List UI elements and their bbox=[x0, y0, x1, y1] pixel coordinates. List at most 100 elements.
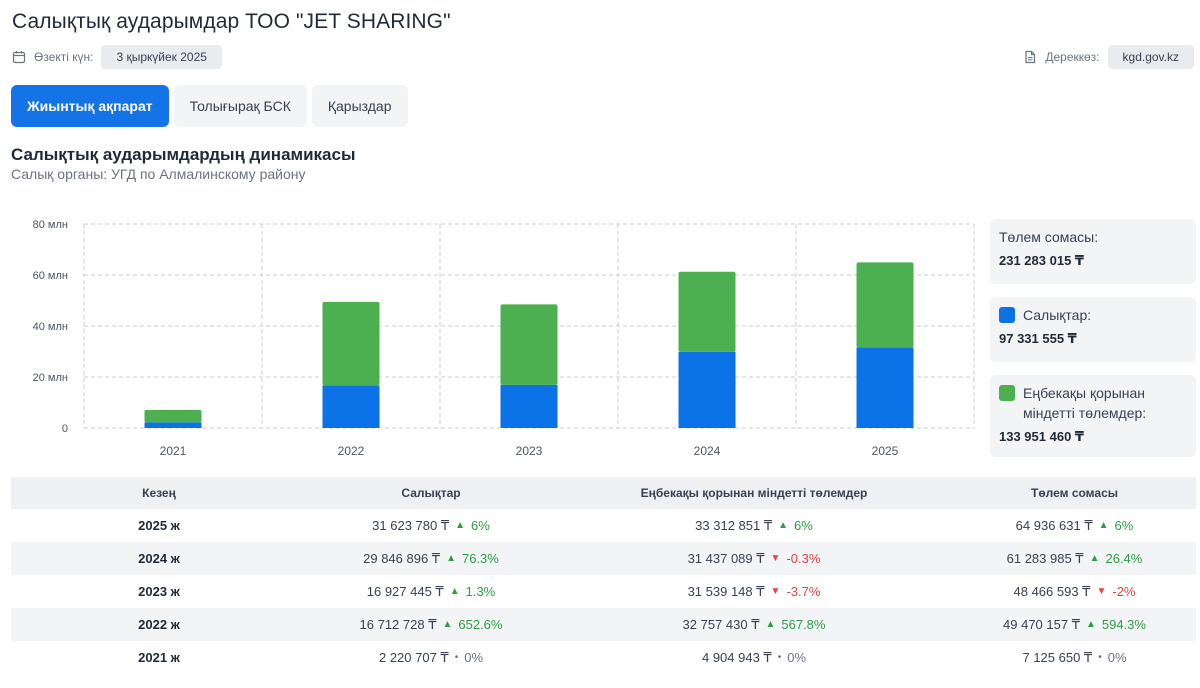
document-icon bbox=[1025, 50, 1036, 64]
cell-taxes: 29 846 896 ₸ ▲ 76.3% bbox=[307, 542, 555, 575]
y-tick-label: 20 млн bbox=[33, 372, 68, 384]
bar-taxes bbox=[144, 422, 202, 428]
cell-change: 76.3% bbox=[461, 551, 499, 566]
cell-change: 567.8% bbox=[781, 617, 826, 632]
stacked-bar-chart: 0 20 млн 40 млн 60 млн 80 млн 2021 2022 2023 202… bbox=[33, 219, 975, 458]
cell-period: 2025 ж bbox=[138, 518, 180, 533]
page-title: Салықтық аударымдар ТОО "JET SHARING" bbox=[12, 10, 451, 33]
x-tick-label: 2023 bbox=[516, 444, 543, 458]
cell-change: 0% bbox=[1107, 650, 1127, 665]
cell-change: 1.3% bbox=[465, 584, 496, 599]
section-title: Салықтық аударымдардың динамикасы bbox=[11, 145, 356, 164]
cell-change: 0% bbox=[464, 650, 484, 665]
cell-total: 64 936 631 ₸ ▲ 6% bbox=[953, 509, 1196, 542]
legend-total-label: Төлем сомасы: bbox=[999, 229, 1099, 245]
bar-payroll bbox=[144, 409, 202, 423]
taxes-swatch bbox=[999, 307, 1015, 323]
dot-icon: • bbox=[454, 652, 459, 663]
arrow-up-icon: ▲ bbox=[1085, 619, 1096, 630]
col-period: Кезең bbox=[11, 477, 307, 509]
arrow-up-icon: ▲ bbox=[446, 553, 456, 564]
source-label: Дереккөз: bbox=[1045, 50, 1100, 64]
cell-change: 652.6% bbox=[458, 617, 503, 632]
cell-taxes: 16 712 728 ₸ ▲ 652.6% bbox=[307, 608, 555, 641]
legend-total-value: 231 283 015 ₸ bbox=[999, 253, 1084, 268]
cell-change: 6% bbox=[794, 518, 813, 533]
bar-payroll bbox=[678, 271, 736, 352]
cell-payroll: 33 312 851 ₸ ▲ 6% bbox=[555, 509, 953, 542]
cell-change: 0% bbox=[787, 650, 807, 665]
section-subtitle: Салық органы: УГД по Алмалинскому району bbox=[11, 166, 306, 182]
legend-taxes: Салықтар: 97 331 555 ₸ bbox=[990, 297, 1196, 362]
tab-debts[interactable]: Қарыздар bbox=[311, 85, 408, 127]
bar-payroll bbox=[500, 304, 558, 385]
cell-taxes: 16 927 445 ₸ ▲ 1.3% bbox=[307, 575, 555, 608]
arrow-up-icon: ▲ bbox=[1098, 520, 1109, 531]
x-tick-label: 2025 bbox=[872, 444, 899, 458]
arrow-up-icon: ▲ bbox=[442, 619, 453, 630]
col-taxes: Салықтар bbox=[307, 477, 555, 509]
table-row: 2022 ж 16 712 728 ₸ ▲ 652.6% 32 757 430 ₸ ▲ 56… bbox=[11, 608, 1196, 641]
cell-total: 61 283 985 ₸ ▲ 26.4% bbox=[953, 542, 1196, 575]
legend-payroll: Еңбекақы қорынан міндетті төлемдер: 133 … bbox=[990, 375, 1196, 457]
y-tick-label: 0 bbox=[62, 423, 68, 435]
y-tick-label: 60 млн bbox=[33, 270, 68, 282]
cell-change: -0.3% bbox=[786, 551, 821, 566]
cell-period: 2022 ж bbox=[11, 608, 307, 641]
legend-taxes-label: Салықтар: bbox=[1023, 307, 1092, 323]
cell-payroll: 31 437 089 ₸ ▼ -0.3% bbox=[555, 542, 953, 575]
date-label: Өзекті күн: bbox=[34, 50, 94, 64]
tab-details[interactable]: Толығырақ БСК bbox=[173, 85, 307, 127]
date-row: Өзекті күн: 3 қыркүйек 2025 bbox=[12, 44, 222, 70]
bar-taxes bbox=[856, 347, 914, 428]
legend-payroll-value: 133 951 460 ₸ bbox=[999, 429, 1084, 444]
tax-chart: 0 20 млн 40 млн 60 млн 80 млн 2021 2022 2023 202… bbox=[0, 210, 990, 465]
cell-value: 31 623 780 ₸ bbox=[372, 517, 450, 533]
cell-value: 48 466 593 ₸ bbox=[1013, 583, 1091, 599]
cell-value: 16 712 728 ₸ bbox=[359, 616, 437, 632]
arrow-down-icon: ▼ bbox=[770, 586, 781, 597]
cell-value: 31 539 148 ₸ bbox=[687, 583, 765, 599]
x-tick-label: 2021 bbox=[160, 444, 187, 458]
table-row: 2025 ж 31 623 780 ₸ ▲ 6% 33 312 851 ₸ ▲ 6% 64 9… bbox=[11, 509, 1196, 542]
bar-payroll bbox=[322, 301, 380, 386]
cell-change: 26.4% bbox=[1105, 551, 1143, 566]
cell-change: 6% bbox=[471, 518, 490, 533]
arrow-up-icon: ▲ bbox=[1089, 553, 1100, 564]
calendar-icon bbox=[12, 51, 26, 64]
date-chip: 3 қыркүйек 2025 bbox=[101, 45, 222, 69]
bar-taxes bbox=[678, 351, 736, 428]
arrow-down-icon: ▼ bbox=[770, 553, 781, 564]
arrow-up-icon: ▲ bbox=[778, 520, 789, 531]
cell-value: 33 312 851 ₸ bbox=[695, 517, 773, 533]
arrow-up-icon: ▲ bbox=[455, 520, 466, 531]
cell-value: 2 220 707 ₸ bbox=[378, 649, 449, 665]
cell-value: 61 283 985 ₸ bbox=[1006, 550, 1084, 566]
cell-total: 7 125 650 ₸ • 0% bbox=[953, 641, 1196, 674]
tab-summary[interactable]: Жиынтық ақпарат bbox=[11, 85, 169, 127]
payroll-swatch bbox=[999, 385, 1015, 401]
y-tick-label: 80 млн bbox=[33, 219, 68, 231]
cell-change: -3.7% bbox=[786, 584, 821, 599]
source-chip[interactable]: kgd.gov.kz bbox=[1107, 45, 1194, 69]
cell-value: 31 437 089 ₸ bbox=[687, 550, 765, 566]
x-tick-label: 2024 bbox=[694, 444, 721, 458]
table-row: 2023 ж 16 927 445 ₸ ▲ 1.3% 31 539 148 ₸ ▼ -3.7… bbox=[11, 575, 1196, 608]
dot-icon: • bbox=[777, 652, 782, 663]
dot-icon: • bbox=[1098, 652, 1102, 663]
cell-value: 7 125 650 ₸ bbox=[1022, 649, 1093, 665]
source-row: Дереккөз: kgd.gov.kz bbox=[1023, 44, 1194, 70]
cell-period: 2021 ж bbox=[138, 650, 180, 665]
legend-payroll-label: Еңбекақы қорынан міндетті төлемдер: bbox=[1023, 385, 1147, 421]
cell-value: 4 904 943 ₸ bbox=[701, 649, 772, 665]
cell-taxes: 31 623 780 ₸ ▲ 6% bbox=[307, 509, 555, 542]
cell-payroll: 31 539 148 ₸ ▼ -3.7% bbox=[555, 575, 953, 608]
tab-bar: Жиынтық ақпарат Толығырақ БСК Қарыздар bbox=[11, 85, 408, 127]
col-payroll: Еңбекақы қорынан міндетті төлемдер bbox=[555, 477, 953, 509]
cell-value: 32 757 430 ₸ bbox=[682, 616, 760, 632]
bar-taxes bbox=[500, 384, 558, 428]
cell-payroll: 32 757 430 ₸ ▲ 567.8% bbox=[555, 608, 953, 641]
cell-payroll: 4 904 943 ₸ • 0% bbox=[555, 641, 953, 674]
cell-taxes: 2 220 707 ₸ • 0% bbox=[307, 641, 555, 674]
